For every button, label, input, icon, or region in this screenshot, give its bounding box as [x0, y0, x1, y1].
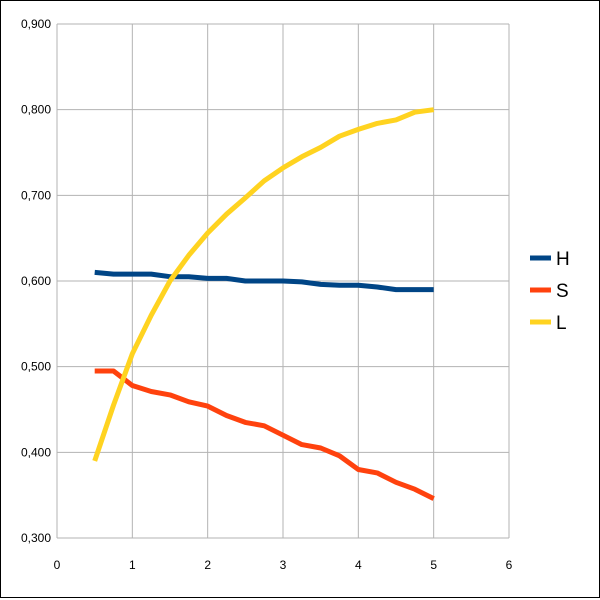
x-tick-label: 1	[129, 558, 136, 572]
y-tick-label: 0,600	[21, 274, 51, 288]
x-tick-label: 5	[430, 558, 437, 572]
y-tick-label: 0,500	[21, 360, 51, 374]
x-tick-label: 0	[54, 558, 61, 572]
axes	[56, 24, 509, 539]
y-tick-label: 0,700	[21, 188, 51, 202]
series-line-h	[94, 269, 434, 293]
x-tick-label: 3	[280, 558, 287, 572]
legend-label-s: S	[556, 281, 569, 302]
x-tick-labels: 0 1 2 3 4 5 6	[54, 558, 513, 572]
legend: HSL	[530, 249, 570, 334]
x-tick-label: 6	[506, 558, 513, 572]
series-line-s	[94, 368, 435, 501]
y-tick-label: 0,800	[21, 103, 51, 117]
series-lines	[92, 107, 435, 501]
series-line-l	[92, 107, 435, 462]
legend-label-h: H	[556, 249, 570, 270]
y-tick-label: 0,300	[21, 531, 51, 545]
y-tick-labels: 0,300 0,400 0,500 0,600 0,700 0,800 0,900	[21, 17, 51, 545]
y-tick-label: 0,400	[21, 445, 51, 459]
legend-label-l: L	[556, 313, 567, 334]
x-tick-label: 2	[204, 558, 211, 572]
y-tick-label: 0,900	[21, 17, 51, 31]
x-tick-label: 4	[355, 558, 362, 572]
